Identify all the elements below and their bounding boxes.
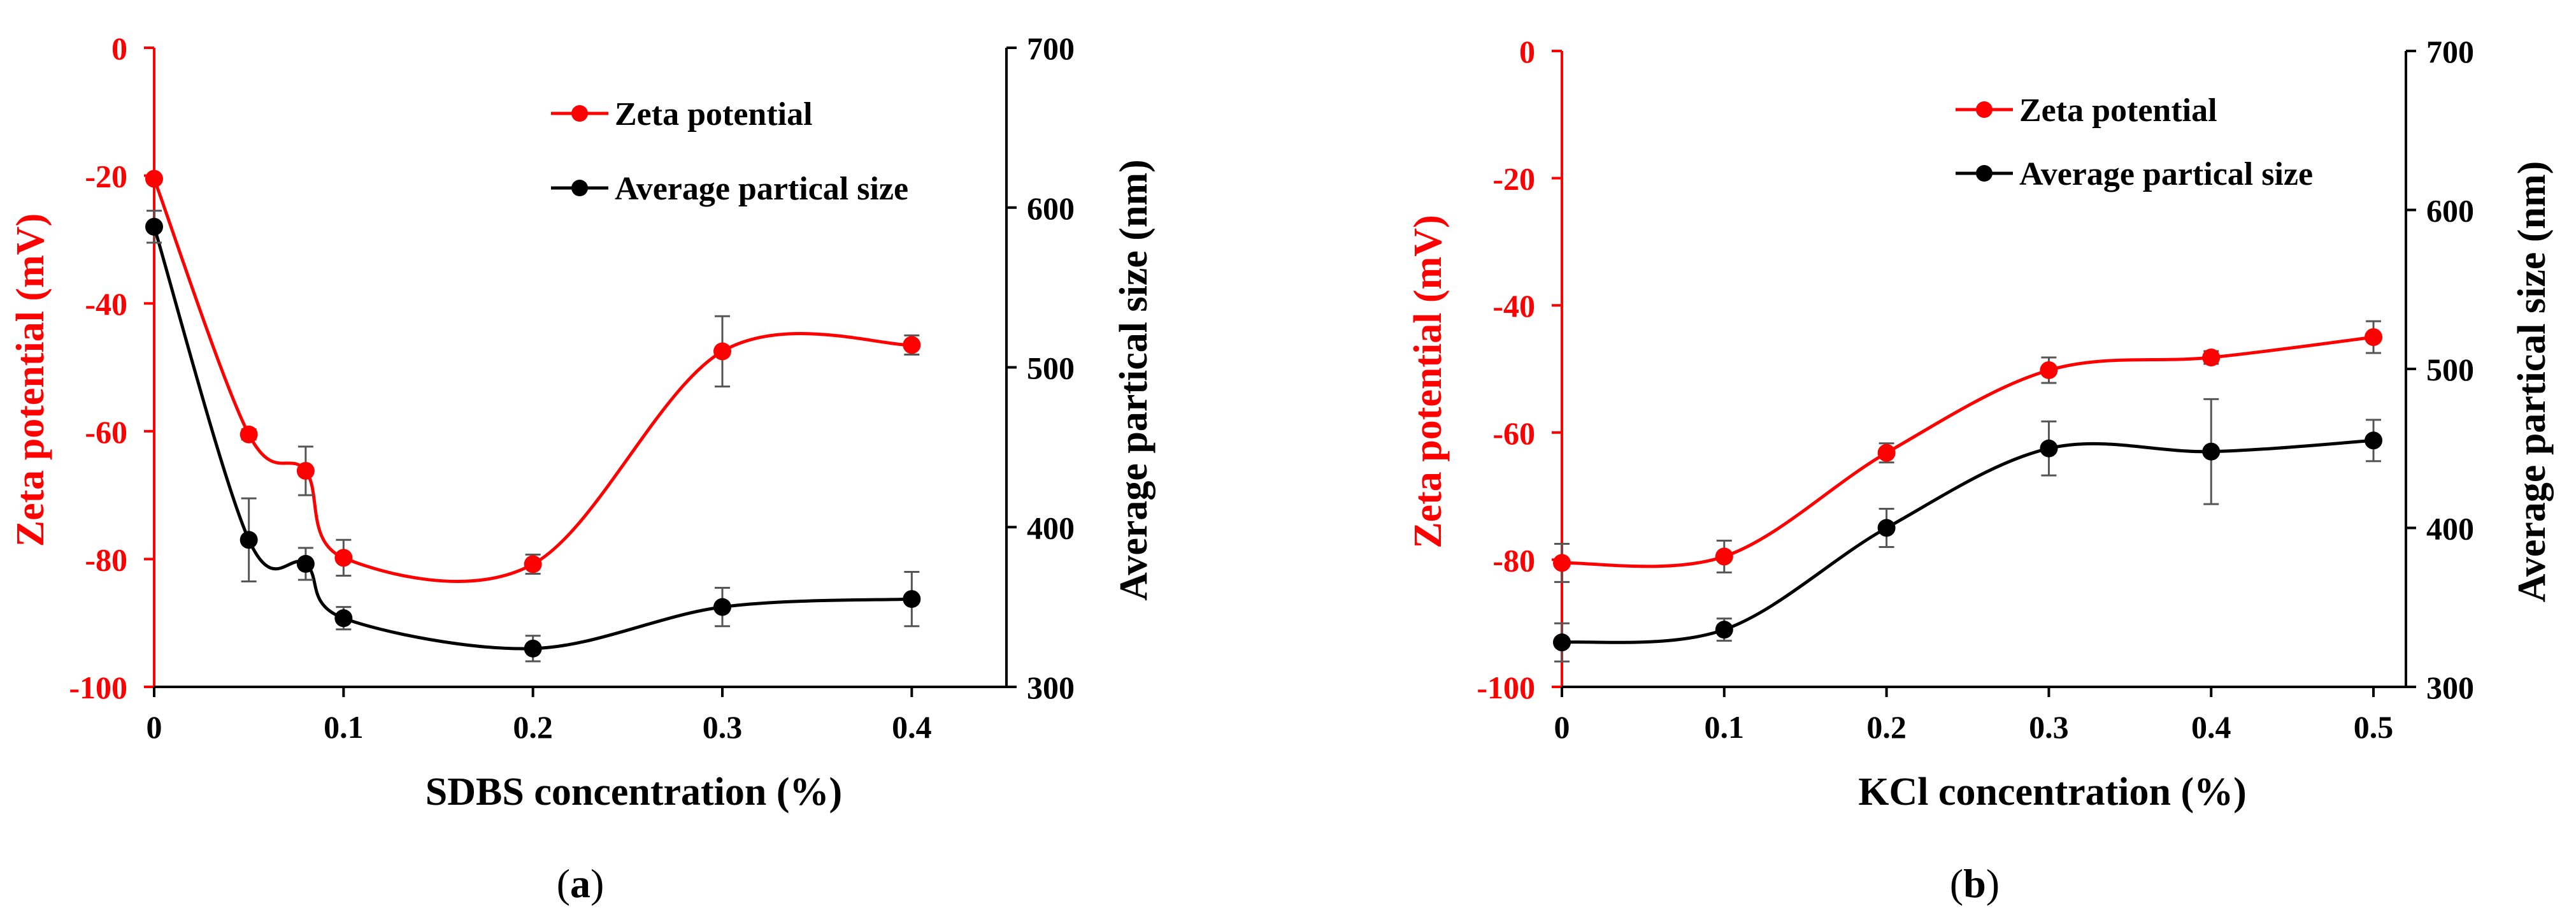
legend-marker [1976, 101, 1993, 118]
legend: Zeta potential Average partical size [551, 96, 908, 207]
data-point [713, 342, 731, 361]
legend-label: Zeta potential [2019, 92, 2217, 129]
panel-label-close: ) [590, 861, 604, 906]
data-point [334, 549, 353, 567]
series-line [1561, 335, 2374, 568]
right-y-tick-label: 300 [2426, 670, 2474, 705]
x-tick-label: 0 [1554, 709, 1570, 745]
data-point [240, 531, 258, 549]
x-tick-label: 0.3 [2029, 709, 2069, 745]
x-tick-label: 0.1 [1705, 709, 1745, 745]
data-point [1715, 547, 1733, 566]
data-point [2365, 328, 2383, 347]
panel-label-letter: b [1963, 861, 1986, 906]
left-y-tick-label: -80 [85, 542, 127, 577]
left-y-tick-label: 0 [1519, 34, 1535, 69]
data-point [1715, 621, 1733, 639]
data-point [1877, 443, 1896, 462]
x-tick-label: 0.2 [1866, 709, 1907, 745]
x-axis-title: KCl concentration (%) [1858, 770, 2247, 814]
series-line [152, 226, 912, 651]
panel-label-letter: a [570, 861, 590, 906]
legend-label: Average partical size [2019, 156, 2313, 192]
x-tick-label: 0.1 [324, 709, 364, 745]
right-y-tick-label: 600 [2426, 193, 2474, 229]
x-tick-label: 0.4 [892, 709, 932, 745]
series-line [152, 178, 912, 583]
chart-panel-a: -100 -80 -60 -40 -20 0 300 400 500 600 700 0 0.1 0.2 0… [9, 31, 1156, 906]
left-y-axis-title: Zeta potential (mV) [9, 213, 52, 547]
data-point [296, 461, 315, 480]
right-y-tick-label: 400 [2426, 511, 2474, 547]
data-point [524, 555, 542, 573]
right-y-tick-label: 600 [1027, 191, 1075, 226]
left-y-tick-label: -60 [85, 414, 127, 450]
left-y-tick-label: -20 [1492, 161, 1535, 197]
data-point [1553, 554, 1571, 572]
left-y-tick-label: -60 [1492, 415, 1535, 451]
right-y-axis-title: Average partical size (nm) [1112, 159, 1156, 601]
legend: Zeta potential Average partical size [1956, 92, 2313, 192]
left-y-axis-title: Zeta potential (mV) [1406, 215, 1450, 548]
data-point [145, 217, 163, 236]
right-y-axis-title: Average partical size (nm) [2510, 161, 2554, 603]
x-tick-label: 0.4 [2191, 709, 2231, 745]
left-y-tick-label: 0 [111, 31, 127, 66]
data-point [2040, 361, 2058, 379]
data-point [145, 169, 163, 188]
panel-label: (b) [1950, 861, 2000, 906]
series-zeta-potential [1553, 320, 2383, 583]
legend-label: Average partical size [615, 171, 908, 207]
data-point [240, 425, 258, 443]
data-point [2202, 442, 2221, 461]
right-y-tick-label: 500 [1027, 350, 1075, 386]
right-y-tick-label: 700 [2426, 34, 2474, 69]
data-point [1877, 519, 1896, 537]
panel-label: (a) [557, 861, 605, 906]
series-average-partical-size [1553, 398, 2383, 663]
data-point [2202, 349, 2221, 367]
x-tick-label: 0.5 [2354, 709, 2394, 745]
x-tick-label: 0.3 [703, 709, 743, 745]
data-point [2040, 439, 2058, 458]
left-y-tick-label: -40 [85, 286, 127, 322]
data-point [524, 639, 542, 658]
x-tick-label: 0.2 [513, 709, 553, 745]
series-average-partical-size [145, 210, 921, 663]
data-point [2365, 431, 2383, 450]
legend-marker [571, 180, 588, 196]
left-y-tick-label: -20 [85, 159, 127, 194]
right-y-tick-label: 700 [1027, 31, 1075, 66]
left-y-tick-label: -80 [1492, 542, 1535, 578]
x-axis-title: SDBS concentration (%) [426, 770, 842, 814]
legend-label: Zeta potential [615, 96, 813, 133]
data-point [903, 590, 921, 609]
left-y-tick-label: -100 [1477, 670, 1535, 705]
legend-marker [1976, 165, 1993, 182]
right-y-tick-label: 400 [1027, 510, 1075, 545]
panel-label-open: ( [1950, 861, 1963, 906]
chart-panel-b: -100 -80 -60 -40 -20 0 300 400 500 600 700 0 0.1 0.2 0… [1406, 34, 2554, 906]
panel-label-open: ( [557, 861, 570, 906]
left-y-tick-label: -100 [69, 670, 127, 705]
right-y-tick-label: 300 [1027, 670, 1075, 705]
data-point [1553, 633, 1571, 652]
legend-marker [571, 105, 588, 122]
panel-label-close: ) [1986, 861, 2000, 906]
data-point [713, 598, 731, 616]
left-y-tick-label: -40 [1492, 288, 1535, 324]
data-point [903, 336, 921, 354]
x-tick-label: 0 [147, 709, 162, 745]
data-point [334, 609, 353, 628]
series-line [1561, 438, 2374, 644]
right-y-tick-label: 500 [2426, 352, 2474, 387]
data-point [296, 554, 315, 573]
series-zeta-potential [145, 169, 921, 583]
